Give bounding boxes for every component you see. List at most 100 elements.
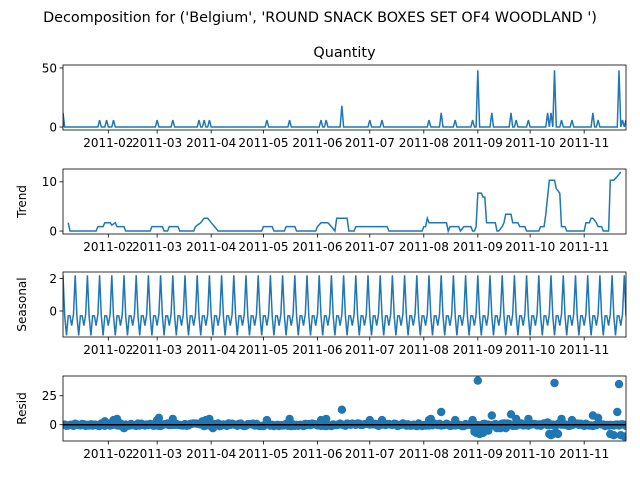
axes-frame-trend [62, 168, 627, 235]
resid-point [468, 415, 477, 425]
x-tick-label: 2011-04 [186, 136, 236, 150]
x-tick-label: 2011-07 [345, 136, 395, 150]
resid-point [620, 432, 626, 441]
x-tick-label: 2011-06 [292, 343, 342, 357]
series-line-seasonal [63, 275, 626, 336]
x-tick-label: 2011-02 [83, 343, 133, 357]
resid-point [208, 424, 218, 433]
x-tick-label: 2011-02 [83, 240, 133, 254]
x-tick-label: 2011-03 [132, 136, 182, 150]
x-tick-label: 2011-04 [186, 343, 236, 357]
resid-point [426, 414, 435, 424]
panel-title: Quantity [313, 45, 376, 61]
resid-point [262, 415, 272, 425]
x-tick-label: 2011-11 [559, 136, 609, 150]
x-tick-label: 2011-10 [505, 240, 555, 254]
plot-area-trend [67, 171, 622, 234]
x-tick-label: 2011-10 [505, 343, 555, 357]
resid-point [437, 407, 446, 417]
ylabel-seasonal: Seasonal [15, 277, 29, 331]
x-tick-label: 2011-04 [186, 447, 236, 461]
x-tick-label: 2011-08 [399, 136, 449, 150]
x-tick-label: 2011-03 [132, 240, 182, 254]
plot-area-observed [63, 70, 626, 128]
x-tick-label: 2011-08 [399, 343, 449, 357]
resid-point [322, 414, 331, 424]
x-tick-label: 2011-07 [345, 343, 395, 357]
x-tick-label: 2011-08 [399, 240, 449, 254]
x-tick-label: 2011-07 [345, 447, 395, 461]
resid-point [285, 414, 294, 424]
x-tick-label: 2011-09 [453, 240, 503, 254]
resid-point [524, 414, 533, 424]
series-line-trend [67, 171, 622, 234]
resid-point [567, 415, 577, 425]
resid-point [205, 414, 214, 424]
resid-point [487, 411, 496, 420]
resid-point [337, 405, 347, 414]
resid-point [609, 431, 618, 440]
resid-point [168, 414, 177, 424]
y-tick-label: 50 [42, 61, 57, 75]
ylabel-trend: Trend [15, 185, 29, 219]
resid-point [484, 426, 493, 435]
figure-suptitle: Decomposition for ('Belgium', 'ROUND SNA… [43, 10, 597, 26]
y-tick-label: 0 [49, 418, 57, 432]
x-tick-label: 2011-09 [453, 136, 503, 150]
resid-point [100, 417, 110, 426]
x-tick-label: 2011-09 [453, 447, 503, 461]
x-tick-label: 2011-05 [238, 343, 288, 357]
resid-point [365, 415, 374, 425]
plot-area-seasonal [63, 275, 626, 336]
x-tick-label: 2011-11 [559, 240, 609, 254]
x-tick-label: 2011-08 [399, 447, 449, 461]
y-tick-label: 0 [49, 120, 57, 134]
series-line-quantity [63, 70, 626, 128]
y-tick-label: 10 [42, 175, 57, 189]
resid-point [377, 415, 387, 425]
plot-area-resid [63, 376, 626, 441]
resid-point [154, 413, 164, 422]
resid-point [621, 421, 626, 431]
resid-point [501, 424, 510, 433]
x-tick-label: 2011-06 [292, 136, 342, 150]
resid-point [613, 407, 622, 417]
resid-point [550, 378, 559, 388]
x-tick-label: 2011-11 [559, 447, 609, 461]
resid-point [593, 413, 603, 422]
y-tick-label: 0 [49, 224, 57, 238]
x-tick-label: 2011-05 [238, 447, 288, 461]
x-tick-label: 2011-10 [505, 136, 555, 150]
x-tick-label: 2011-07 [345, 240, 395, 254]
x-tick-label: 2011-04 [186, 240, 236, 254]
x-tick-label: 2011-10 [505, 447, 555, 461]
resid-point [553, 429, 563, 439]
x-tick-label: 2011-02 [83, 136, 133, 150]
resid-point [614, 379, 624, 389]
ylabel-resid: Resid [15, 392, 29, 424]
resid-point [112, 414, 122, 424]
x-tick-label: 2011-09 [453, 343, 503, 357]
axes-frame-observed [62, 64, 627, 131]
resid-point [119, 424, 129, 433]
x-tick-label: 2011-05 [238, 240, 288, 254]
x-tick-label: 2011-06 [292, 240, 342, 254]
x-tick-label: 2011-06 [292, 447, 342, 461]
resid-point [473, 376, 482, 385]
axes-frame-resid [62, 375, 627, 442]
resid-point [557, 414, 566, 424]
y-tick-label: 25 [42, 389, 57, 403]
x-tick-label: 2011-03 [132, 447, 182, 461]
x-tick-label: 2011-02 [83, 447, 133, 461]
y-tick-label: 2 [49, 272, 57, 286]
resid-point [512, 414, 521, 424]
x-tick-label: 2011-11 [559, 343, 609, 357]
y-tick-label: 0 [49, 304, 57, 318]
axes-frame-seasonal [62, 271, 627, 338]
